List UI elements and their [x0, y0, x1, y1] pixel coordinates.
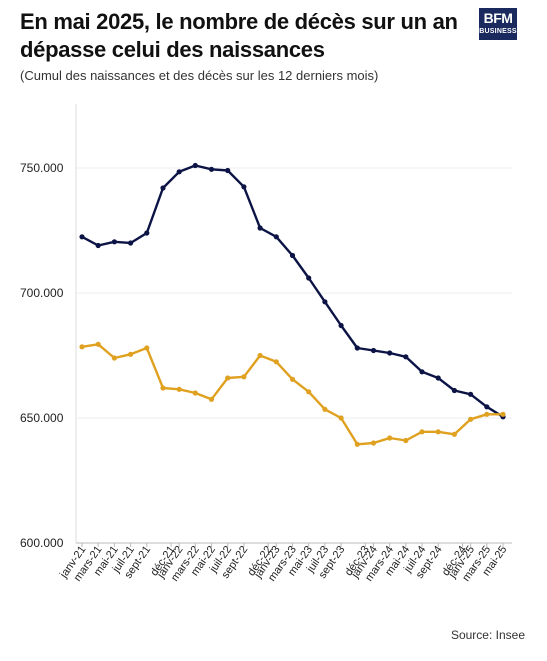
chart-title: En mai 2025, le nombre de décès sur un a…	[20, 9, 458, 62]
y-tick-label: 650.000	[20, 411, 64, 425]
data-point	[241, 184, 247, 190]
data-point	[79, 234, 85, 240]
data-point	[354, 345, 360, 351]
y-tick-label: 700.000	[20, 286, 64, 300]
data-point	[111, 355, 117, 361]
data-point	[451, 431, 457, 437]
data-point	[241, 374, 247, 380]
data-point	[338, 322, 344, 329]
data-point	[128, 240, 134, 246]
data-point	[419, 369, 425, 375]
data-point	[500, 411, 506, 417]
data-point	[160, 185, 166, 191]
series-line-1	[81, 343, 503, 446]
data-point	[95, 341, 101, 347]
data-point	[322, 406, 328, 412]
data-point	[79, 344, 85, 350]
data-point	[257, 225, 263, 231]
data-point	[435, 375, 441, 381]
bfm-business-logo: BFM BUSINESS	[479, 8, 517, 40]
data-point	[144, 230, 150, 236]
data-point	[225, 375, 231, 381]
data-point	[468, 391, 474, 397]
data-point	[338, 415, 344, 421]
data-point	[273, 234, 279, 240]
logo-line2: BUSINESS	[479, 28, 517, 35]
data-point	[144, 345, 150, 351]
data-point	[451, 387, 457, 394]
data-point	[289, 252, 296, 259]
data-point	[370, 347, 377, 354]
data-point	[128, 351, 134, 357]
data-point	[322, 299, 328, 305]
data-point	[484, 411, 490, 417]
data-point	[257, 352, 263, 359]
data-point	[403, 437, 409, 444]
data-point	[435, 429, 441, 435]
data-point	[192, 390, 198, 396]
data-point	[273, 359, 279, 365]
chart-subtitle: (Cumul des naissances et des décès sur l…	[20, 68, 379, 83]
data-point	[176, 386, 182, 392]
data-point	[225, 167, 231, 174]
data-point	[208, 166, 215, 172]
data-point	[289, 376, 296, 382]
data-point	[354, 441, 360, 447]
y-tick-label: 750.000	[20, 161, 64, 175]
logo-line1: BFM	[483, 10, 513, 26]
data-point	[468, 416, 474, 422]
data-point	[387, 350, 393, 356]
data-point	[306, 389, 312, 395]
data-point	[419, 429, 425, 435]
data-point	[95, 242, 101, 249]
data-point	[208, 396, 215, 402]
source-note: Source: Insee	[450, 628, 525, 642]
data-point	[111, 239, 117, 245]
data-point	[403, 354, 409, 360]
data-point	[306, 275, 312, 281]
data-point	[484, 404, 490, 410]
y-tick-label: 600.000	[20, 536, 64, 550]
data-point	[387, 435, 393, 441]
data-point	[176, 169, 182, 175]
data-point	[160, 385, 166, 391]
data-point	[192, 162, 198, 169]
data-point	[370, 440, 377, 446]
